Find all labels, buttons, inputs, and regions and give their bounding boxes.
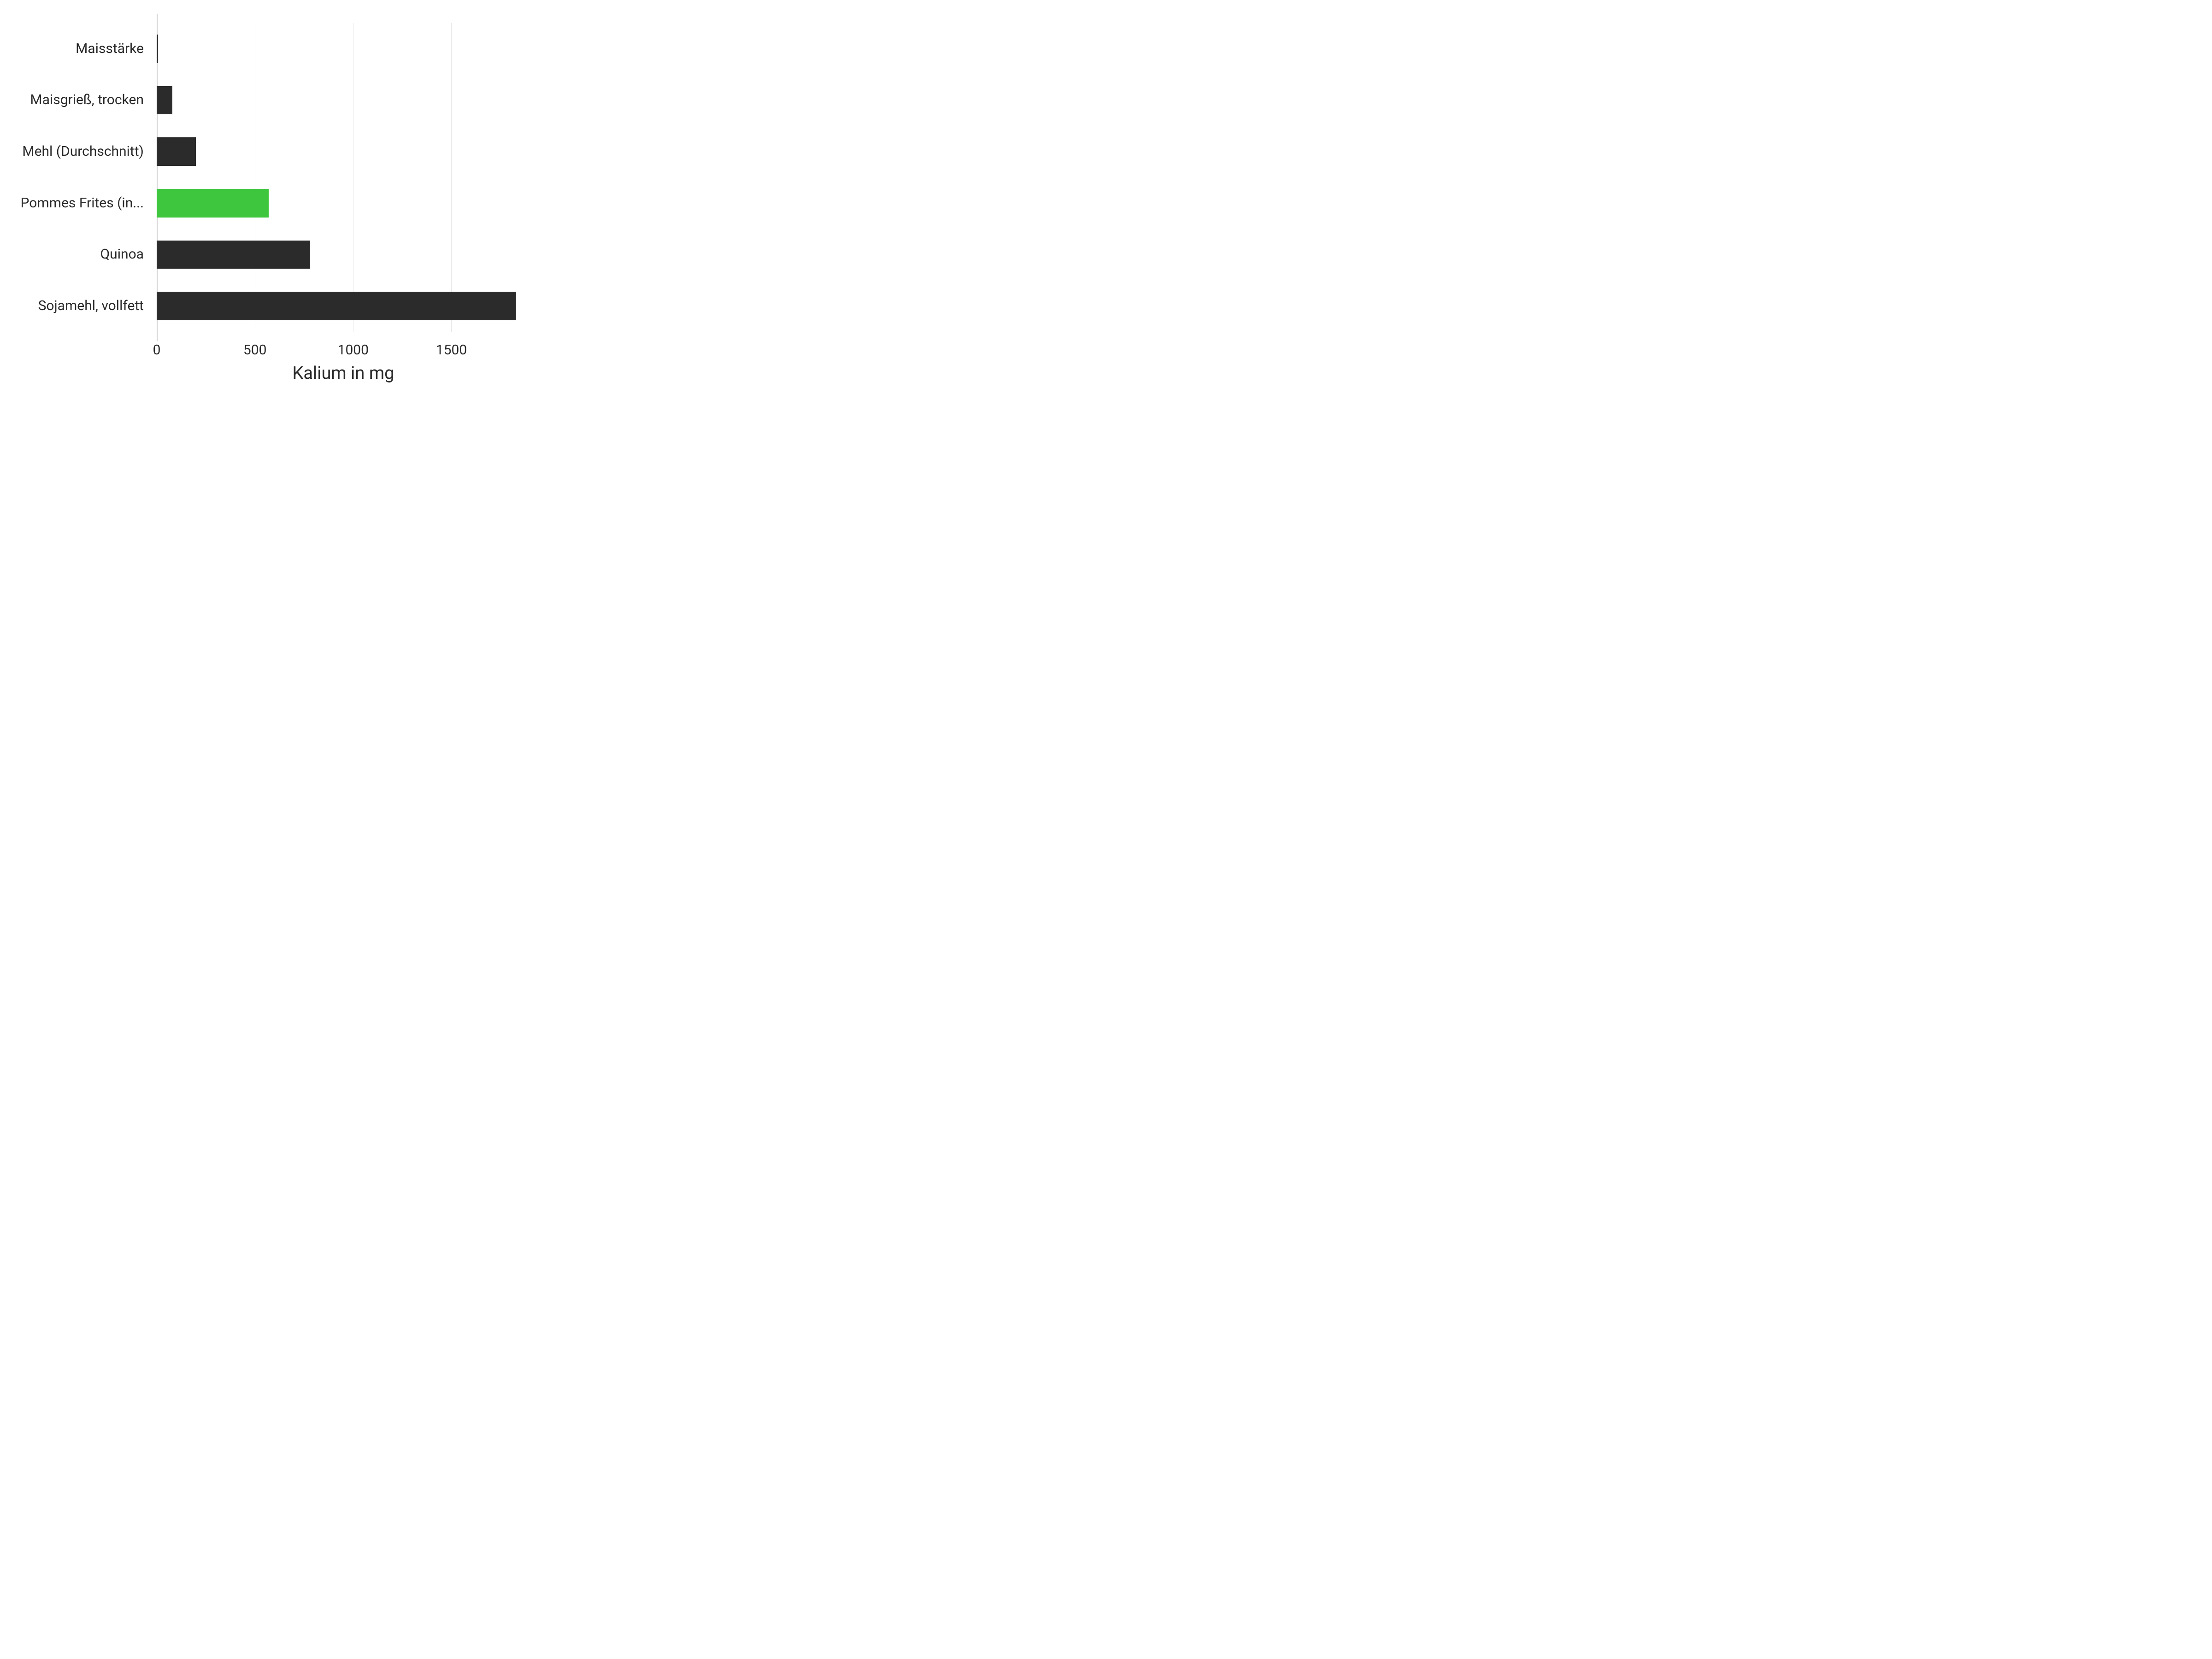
x-tick-label: 1500 (436, 342, 467, 358)
category-label: Sojamehl, vollfett (38, 299, 144, 313)
bar (157, 137, 196, 165)
bar (157, 189, 269, 217)
bar-row: Maisgrieß, trocken (157, 75, 530, 126)
x-axis-title: Kalium in mg (292, 363, 394, 383)
bar (157, 35, 158, 63)
bar (157, 292, 516, 320)
x-tick-label: 500 (243, 342, 267, 358)
horizontal-bar-chart: Kalium in mg 050010001500MaisstärkeMaisg… (14, 14, 539, 401)
category-label: Maisgrieß, trocken (30, 93, 144, 107)
x-tick-label: 1000 (338, 342, 369, 358)
x-tick-label: 0 (153, 342, 161, 358)
category-label: Mehl (Durchschnitt) (22, 145, 144, 159)
bar (157, 241, 310, 269)
bar (157, 86, 172, 114)
category-label: Quinoa (100, 247, 144, 261)
bar-row: Maisstärke (157, 23, 530, 75)
category-label: Pommes Frites (in... (21, 196, 144, 210)
bar-row: Sojamehl, vollfett (157, 280, 530, 332)
bar-row: Quinoa (157, 229, 530, 281)
plot-area: Kalium in mg 050010001500MaisstärkeMaisg… (157, 23, 530, 332)
bar-row: Pommes Frites (in... (157, 177, 530, 229)
category-label: Maisstärke (76, 42, 144, 56)
bar-row: Mehl (Durchschnitt) (157, 126, 530, 177)
chart-container: Kalium in mg 050010001500MaisstärkeMaisg… (0, 0, 553, 415)
